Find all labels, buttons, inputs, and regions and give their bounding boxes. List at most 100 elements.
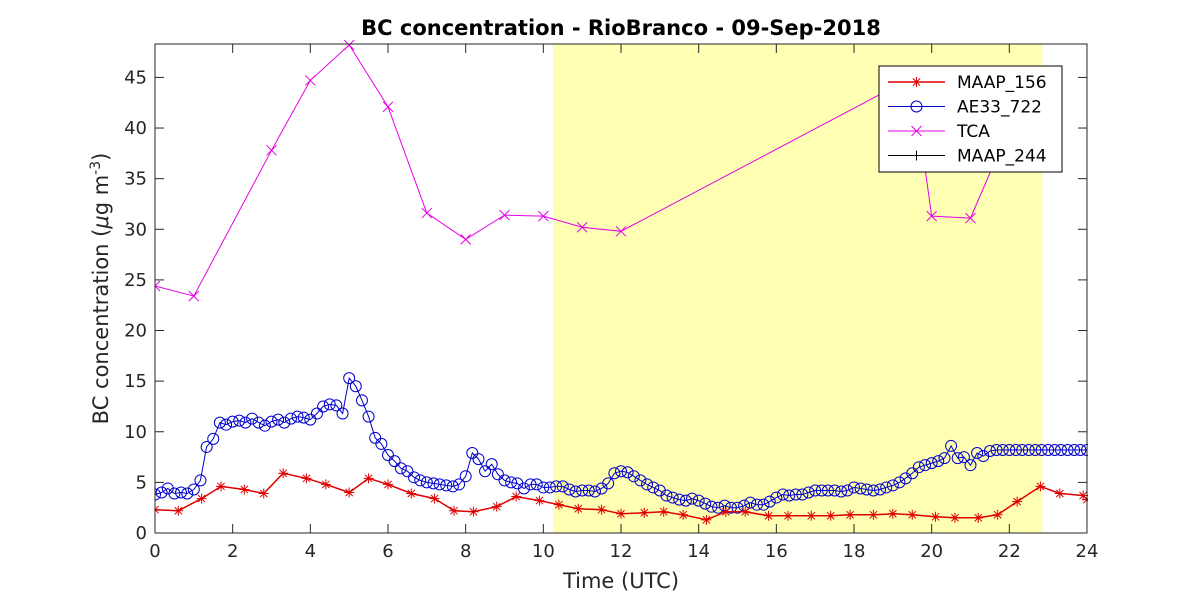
data-point	[720, 506, 731, 517]
data-point	[427, 477, 440, 490]
data-point	[1054, 488, 1065, 499]
data-point	[233, 414, 246, 427]
data-point	[996, 443, 1009, 456]
data-point	[466, 447, 479, 460]
plot-frame	[154, 43, 1088, 534]
data-point	[841, 484, 854, 497]
data-point	[740, 506, 751, 517]
data-point	[569, 485, 582, 498]
data-point	[394, 462, 407, 475]
data-point	[910, 100, 923, 113]
data-point	[731, 501, 744, 514]
x-tick-label: 6	[382, 541, 393, 562]
series-line	[155, 472, 1088, 521]
data-point	[304, 413, 317, 426]
data-point	[750, 498, 763, 511]
data-point	[576, 484, 589, 497]
data-point	[621, 466, 634, 479]
data-point	[491, 468, 504, 481]
data-point	[744, 496, 757, 509]
data-point	[1035, 443, 1048, 456]
data-point	[491, 501, 502, 512]
data-point	[615, 465, 627, 478]
y-tick-label: 5	[136, 472, 147, 493]
data-point	[893, 476, 906, 489]
series-layer	[155, 39, 1088, 525]
data-point	[701, 514, 712, 525]
data-point	[886, 479, 899, 492]
y-tick-label: 10	[124, 422, 147, 443]
data-point	[983, 444, 996, 457]
data-point	[258, 419, 271, 432]
data-point	[971, 447, 984, 460]
data-point	[553, 499, 564, 510]
data-point	[815, 484, 828, 497]
data-point	[783, 489, 796, 502]
x-tick-label: 4	[305, 541, 316, 562]
data-point	[608, 467, 621, 480]
legend-item: AE33_722	[888, 98, 1042, 118]
y-tick-label: 40	[124, 118, 147, 139]
data-point	[926, 210, 938, 222]
data-point	[363, 473, 374, 484]
data-point	[576, 221, 588, 233]
data-point	[220, 418, 233, 431]
data-point	[155, 488, 161, 501]
data-point	[911, 77, 922, 87]
data-point	[1009, 443, 1022, 456]
data-point	[789, 488, 802, 501]
data-point	[860, 483, 873, 496]
data-point	[957, 451, 970, 464]
legend-item: MAAP_244	[888, 147, 1047, 167]
data-point	[573, 503, 584, 514]
data-point	[188, 290, 200, 302]
data-point	[854, 482, 867, 495]
data-point	[317, 400, 330, 413]
data-point	[200, 440, 213, 453]
data-point	[524, 478, 537, 491]
data-point	[499, 209, 510, 221]
y-tick-label: 35	[124, 169, 147, 190]
data-point	[911, 125, 922, 137]
data-point	[408, 471, 421, 484]
data-point	[1078, 490, 1088, 501]
data-point	[965, 212, 976, 224]
data-point	[660, 489, 673, 502]
data-point	[596, 504, 607, 515]
data-point	[304, 75, 316, 86]
y-axis-label-main: BC concentration (	[89, 229, 113, 425]
y-tick-label: 20	[124, 321, 147, 342]
data-point	[266, 144, 277, 156]
data-point	[226, 415, 239, 428]
y-axis-label-mu: μ	[89, 215, 113, 229]
data-point	[712, 501, 725, 514]
data-point	[414, 474, 427, 487]
data-point	[479, 465, 492, 478]
x-tick-label: 24	[1076, 541, 1099, 562]
data-point	[187, 483, 200, 496]
data-point	[362, 410, 375, 423]
data-point	[973, 512, 984, 523]
data-point	[272, 413, 285, 426]
data-point	[627, 470, 640, 483]
data-point	[530, 478, 543, 491]
data-point	[938, 452, 951, 465]
data-point	[666, 491, 679, 504]
legend-item: MAAP_156	[888, 73, 1047, 93]
data-point	[401, 465, 414, 478]
data-point	[265, 415, 278, 428]
data-point	[828, 484, 841, 497]
data-point	[349, 380, 362, 393]
data-point	[932, 455, 945, 468]
data-point	[874, 483, 887, 496]
data-point	[550, 480, 563, 493]
y-axis-label: BC concentration (μg m-3)	[88, 153, 113, 425]
legend-box	[878, 65, 1063, 173]
data-point	[867, 484, 880, 497]
data-point	[213, 416, 226, 429]
data-point	[925, 457, 938, 470]
data-point	[388, 455, 401, 468]
data-point	[383, 479, 393, 490]
y-tick-label: 0	[136, 523, 147, 544]
data-point	[647, 481, 660, 494]
